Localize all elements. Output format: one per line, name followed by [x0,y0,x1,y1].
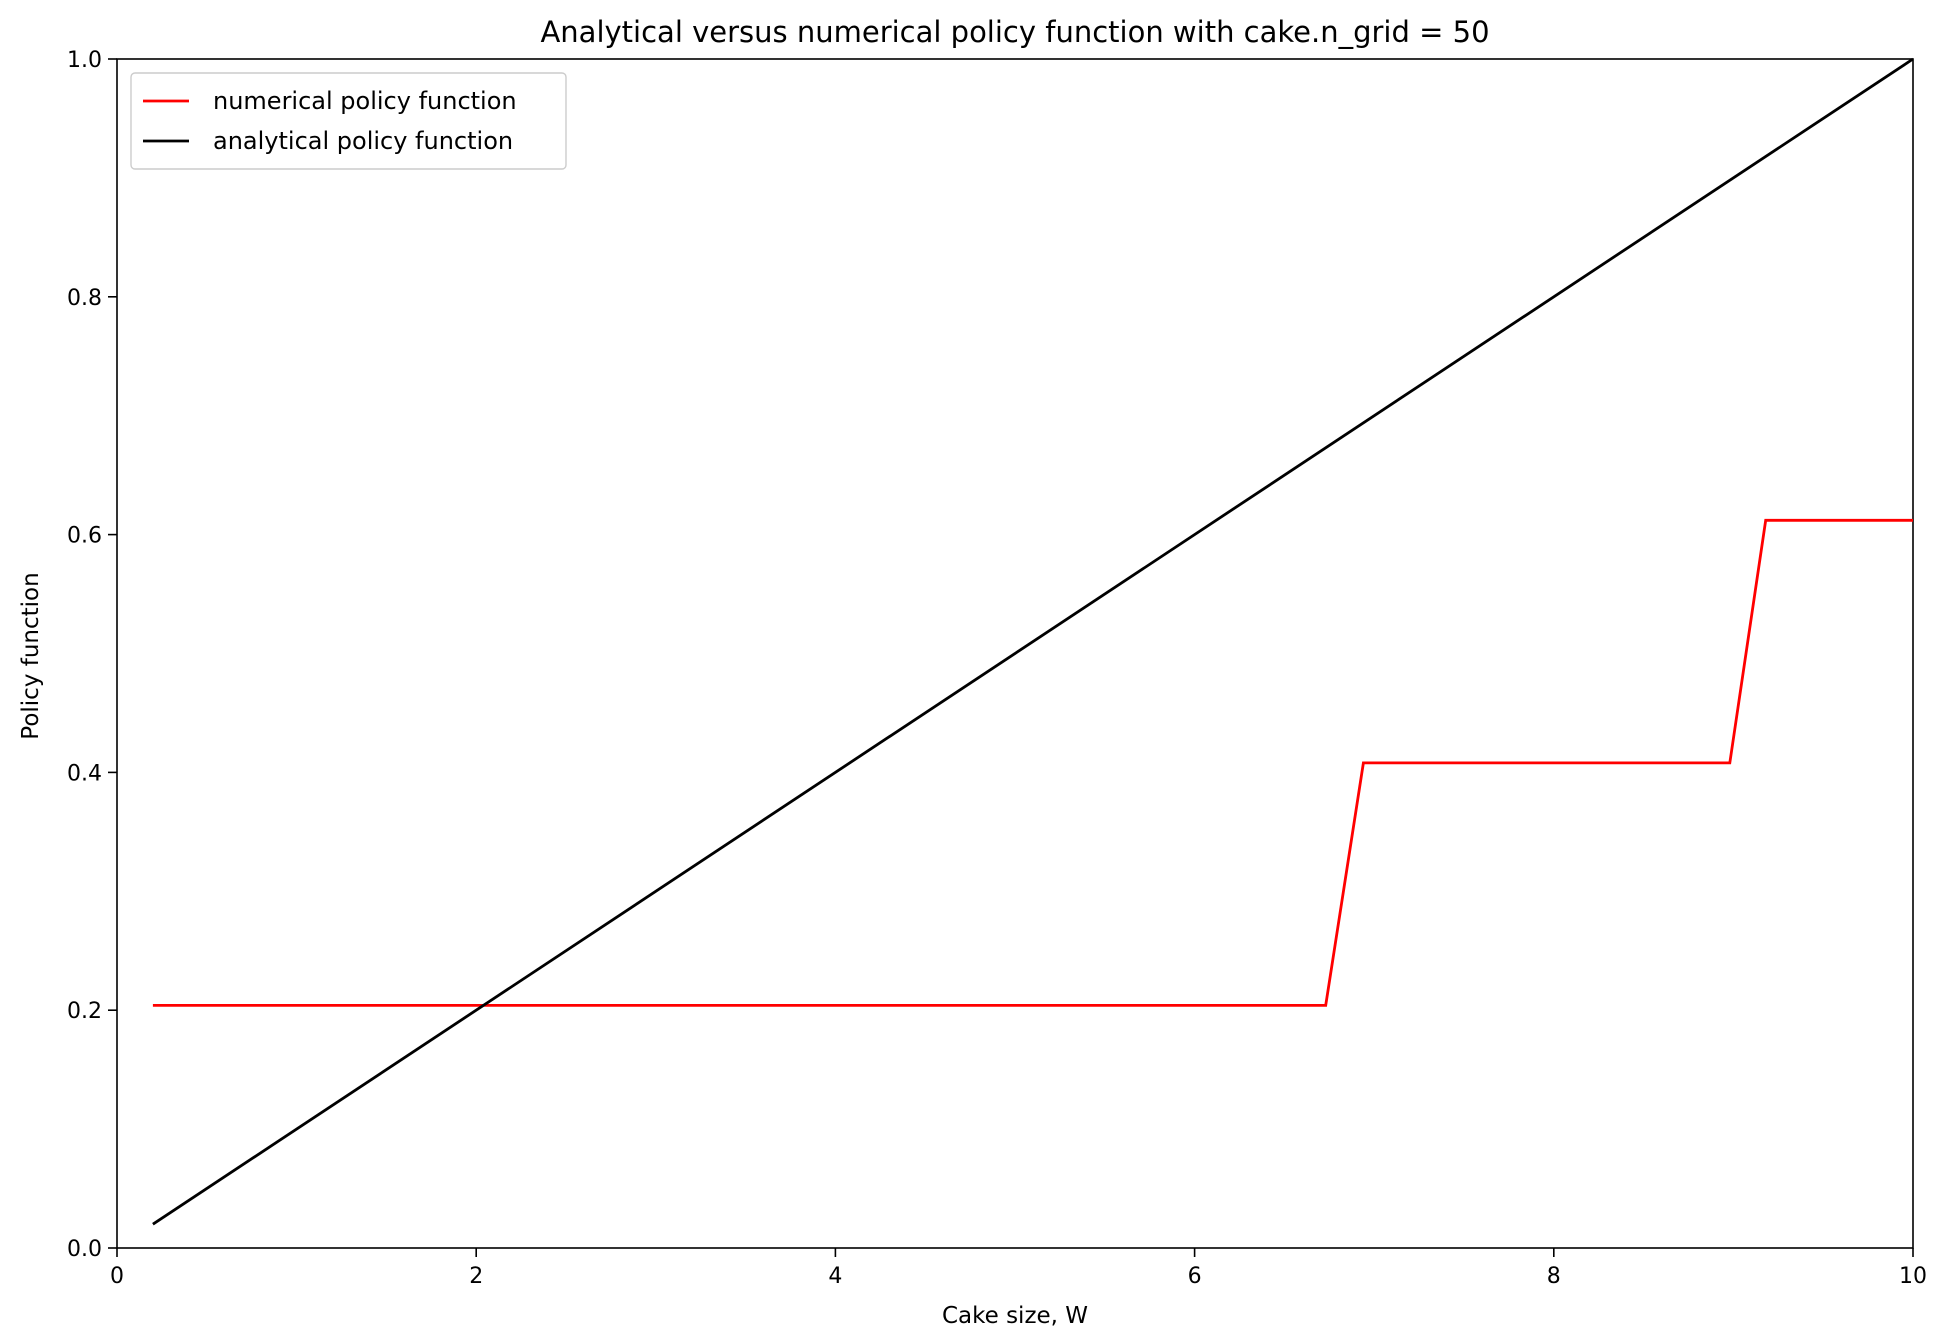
y-tick-label: 0.6 [67,524,102,549]
plot-area [116,58,1914,1249]
chart-title: Analytical versus numerical policy funct… [540,15,1489,49]
y-tick-label: 0.0 [67,1237,102,1262]
x-tick-label: 2 [469,1264,483,1289]
x-tick-label: 0 [110,1264,124,1289]
y-tick-label: 0.2 [67,999,102,1024]
x-tick-label: 8 [1547,1264,1561,1289]
series-line-analytical-policy-function [152,57,1914,1226]
x-tick-label: 4 [828,1264,842,1289]
x-axis-label: Cake size, W [942,1303,1088,1329]
y-tick-label: 1.0 [67,48,102,73]
y-axis-label: Policy function [18,572,44,739]
legend-entry-label: analytical policy function [213,127,513,155]
x-tick-label: 10 [1899,1264,1927,1289]
y-axis: 0.0 0.2 0.4 0.6 0.8 1.0 [67,48,117,1262]
y-tick-label: 0.4 [67,761,102,786]
axes-frame [116,58,1914,1249]
series-line-numerical-policy-function [152,518,1913,1007]
legend-box [130,72,567,170]
legend: numerical policy function analytical poli… [130,72,567,170]
x-axis: 0 2 4 6 8 10 [110,1248,1927,1289]
y-tick-label: 0.8 [67,286,102,311]
legend-entry-label: numerical policy function [213,87,517,115]
series-layer [152,57,1914,1226]
x-tick-label: 6 [1188,1264,1202,1289]
